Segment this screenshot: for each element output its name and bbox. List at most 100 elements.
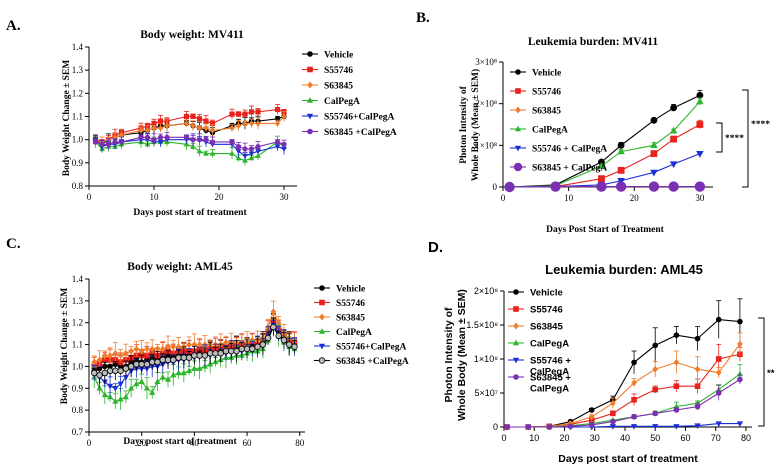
data-point [254, 343, 261, 350]
data-point [144, 127, 151, 134]
data-point [255, 109, 261, 115]
legend-entry: S55746 + CalPegA [510, 145, 607, 155]
data-point [112, 349, 119, 357]
y-axis-label-d-line-1: Photon Intensity of [443, 307, 455, 403]
legend-entry: S55746+CalPegA [302, 113, 394, 123]
data-point [133, 345, 140, 353]
legend-marker [512, 339, 520, 346]
data-point [504, 424, 510, 430]
legend-a: Vehicle S55746 S63845 CalPegA S55746+CalPegA… [302, 51, 397, 138]
y-tick-label: 5×10⁷ [474, 388, 498, 398]
data-point [102, 352, 108, 359]
data-point [264, 334, 272, 342]
data-point [673, 358, 680, 366]
data-point [196, 365, 203, 371]
legend-label: S55746 [324, 66, 353, 76]
data-point [715, 356, 722, 362]
data-point [670, 104, 678, 112]
data-point [203, 137, 209, 143]
data-point [149, 389, 156, 395]
legend-marker [513, 374, 519, 380]
data-point [118, 131, 125, 139]
data-point [652, 424, 659, 430]
data-point [149, 345, 156, 353]
data-point [242, 120, 248, 127]
x-axis-label-d: Days post start of treatment [558, 453, 698, 465]
data-point [650, 116, 658, 124]
data-point [275, 332, 282, 340]
legend-label: S55746 [336, 299, 365, 309]
data-point [196, 341, 203, 349]
legend-label: CalPegA [530, 339, 569, 350]
data-point [270, 323, 277, 331]
data-point [737, 340, 743, 348]
legend-label: S63845 +CalPegA [324, 128, 397, 138]
legend-entry: S55746 [508, 305, 563, 316]
x-tick-label: 50 [650, 433, 660, 443]
data-point [196, 116, 203, 122]
data-point [106, 367, 114, 374]
data-point [694, 335, 701, 342]
legend-label: S55746 [530, 305, 563, 316]
y-tick-label: 0.8 [72, 405, 84, 415]
legend-label: S55746+CalPegA [336, 343, 406, 353]
legend-entry: S63845 [314, 313, 365, 324]
data-point [201, 352, 209, 359]
data-point [281, 113, 287, 120]
data-point [143, 366, 151, 372]
legend-marker [512, 357, 520, 364]
data-point [610, 399, 616, 407]
legend-entry: S63845 +CalPegA [508, 373, 571, 395]
legend-entry: Vehicle [510, 69, 561, 79]
data-point [186, 341, 192, 349]
data-point [127, 363, 135, 370]
data-point [233, 347, 240, 355]
data-point [222, 347, 230, 355]
data-point [112, 398, 119, 404]
data-point [133, 380, 140, 387]
legend-entry: S63845 [508, 322, 563, 333]
series-4 [503, 421, 743, 431]
data-point [255, 149, 261, 155]
legend-label: S55746 + [530, 356, 571, 367]
data-point [617, 147, 625, 155]
data-point [228, 347, 235, 355]
x-tick-label: 40 [190, 438, 200, 448]
data-point [715, 369, 722, 377]
data-point [242, 111, 248, 117]
data-point [235, 111, 242, 117]
data-point [144, 134, 151, 140]
x-tick-label: 30 [695, 193, 705, 203]
data-point [122, 365, 130, 372]
data-point [248, 109, 255, 115]
data-point [154, 358, 161, 366]
series-5 [504, 374, 743, 430]
legend-marker [319, 299, 325, 306]
data-point [157, 139, 164, 146]
data-point [281, 146, 287, 153]
y-tick-label: 1.3 [72, 296, 84, 306]
data-point [525, 424, 531, 430]
data-point [106, 393, 114, 400]
legend-marker [515, 88, 521, 94]
y-axis-label-b-line-1: Photon Intensity of [459, 85, 469, 163]
chart-title-a: Body weight: MV411 [140, 29, 244, 41]
data-point [186, 367, 193, 374]
legend-marker [319, 313, 325, 321]
data-point [190, 137, 196, 143]
data-point [223, 338, 229, 346]
significance-d: ** [758, 317, 775, 427]
significance-bracket [758, 317, 765, 427]
y-tick-label: 1×10⁸ [474, 354, 498, 364]
legend-entry: S63845 +CalPegA [302, 128, 397, 138]
data-point [609, 424, 616, 430]
panel-a: A. Body weight: MV411 Days post start of… [6, 18, 397, 218]
data-point [164, 134, 170, 140]
chart-title-b: Leukemia burden: MV411 [528, 36, 659, 48]
data-point [673, 332, 680, 339]
data-point [128, 384, 135, 391]
y-tick-label: 0.9 [72, 158, 84, 168]
data-point [596, 181, 607, 192]
data-point [96, 371, 103, 379]
